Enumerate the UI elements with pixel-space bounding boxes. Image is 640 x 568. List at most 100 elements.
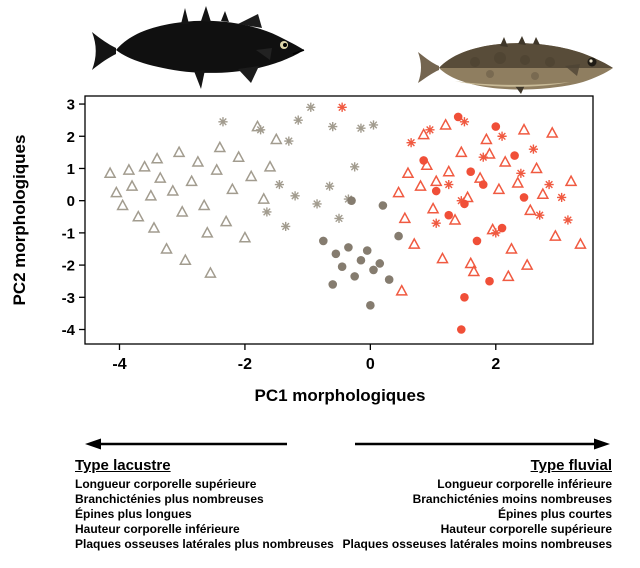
type-fluvial-title: Type fluvial (530, 457, 612, 474)
scatter-point (464, 256, 477, 269)
scatter-point (505, 242, 518, 254)
scatter-point (431, 186, 441, 196)
series-triangles-rouges (392, 118, 587, 296)
scatter-point (290, 191, 300, 201)
scatter-point (406, 138, 416, 148)
scatter-point (426, 201, 440, 214)
scatter-point (132, 210, 145, 222)
scatter-point (368, 120, 379, 130)
series-cercles-gris (319, 196, 403, 310)
scatter-point (564, 174, 578, 187)
scatter-point (369, 265, 378, 275)
arrow-right-icon (355, 438, 610, 450)
scatter-point (520, 258, 534, 270)
scatter-point (455, 145, 468, 158)
scatter-point (557, 192, 567, 203)
scatter-point (324, 181, 335, 191)
scatter-point (110, 185, 123, 198)
scatter-point (448, 213, 462, 225)
y-tick-label: 2 (67, 129, 75, 146)
scatter-point (398, 211, 412, 224)
trait-item: Branchicténies moins nombreuses (412, 492, 612, 506)
scatter-point (138, 160, 151, 172)
scatter-point (263, 160, 277, 172)
scatter-point (536, 187, 550, 199)
scatter-point (417, 127, 430, 140)
scatter-point (147, 221, 161, 233)
scatter-point (535, 210, 545, 220)
y-tick-label: -4 (62, 322, 76, 339)
scatter-point (485, 276, 494, 286)
scatter-point (238, 230, 252, 243)
scatter-point (459, 117, 470, 127)
scatter-point (378, 201, 388, 210)
fish-eye (587, 57, 597, 67)
scatter-point (478, 180, 488, 189)
scatter-point (179, 253, 192, 266)
scatter-point (497, 223, 507, 233)
scatter-point (502, 269, 515, 282)
scatter-point (201, 226, 214, 238)
scatter-point (439, 118, 452, 130)
trait-item: Longueur corporelle inférieure (437, 477, 612, 491)
scatter-point (510, 151, 519, 160)
scatter-point (232, 150, 245, 162)
y-tick-label: -3 (62, 290, 75, 307)
y-axis-label: PC2 morphologiques (10, 134, 29, 306)
scatter-point (429, 174, 443, 187)
scatter-point (472, 236, 482, 246)
scatter-point (419, 156, 428, 165)
fish-eye (280, 41, 288, 49)
trait-item: Plaques osseuses latérales plus nombreus… (75, 537, 334, 551)
scatter-point (456, 196, 466, 206)
scatter-point (456, 325, 466, 334)
scatter-point (492, 182, 506, 195)
scatter-point (545, 126, 559, 138)
fish-tail (92, 32, 116, 70)
x-axis-ticks: -4 -2 0 2 (112, 344, 500, 373)
lacustrine-fish-image (92, 6, 305, 89)
type-fluvial-panel: Type fluvial Longueur corporelle inférie… (328, 457, 612, 552)
scatter-point (498, 155, 512, 167)
scatter-point (312, 199, 322, 209)
scatter-point (366, 301, 375, 310)
scatter-point (460, 292, 469, 302)
y-tick-label: 0 (67, 193, 75, 210)
scatter-point (425, 125, 435, 135)
scatter-point (306, 102, 316, 112)
scatter-point (257, 192, 271, 204)
scatter-point (337, 102, 347, 112)
scatter-point (444, 179, 454, 190)
scatter-point (414, 179, 427, 191)
scatter-point (350, 272, 359, 281)
scatter-point (334, 213, 344, 223)
scatter-point (204, 266, 217, 278)
scatter-point (407, 237, 421, 249)
scatter-point (219, 214, 233, 227)
scatter-point (122, 163, 136, 175)
scatter-point (226, 182, 239, 195)
scatter-point (218, 117, 228, 127)
scatter-point (270, 132, 283, 145)
x-tick-label: -4 (112, 356, 126, 373)
scatter-point (431, 218, 441, 228)
scatter-point (337, 262, 347, 272)
scatter-point (103, 166, 117, 179)
y-tick-label: 1 (67, 161, 75, 178)
scatter-point (394, 231, 403, 241)
scatter-point (150, 152, 164, 164)
scatter-point (511, 176, 525, 188)
trait-item: Épines plus longues (75, 507, 192, 521)
type-lacustre-panel: Type lacustre Longueur corporelle supéri… (75, 457, 357, 552)
scatter-point (549, 229, 562, 241)
scatter-point (356, 123, 366, 133)
fish-tail (418, 52, 439, 83)
trait-item: Hauteur corporelle supérieure (440, 522, 612, 536)
scatter-point (528, 144, 539, 154)
scatter-point (497, 131, 507, 141)
trait-item: Épines plus courtes (497, 507, 612, 521)
scatter-point (350, 162, 360, 172)
scatter-point (516, 168, 526, 178)
fish-body (116, 6, 305, 89)
scatter-point (384, 275, 394, 284)
